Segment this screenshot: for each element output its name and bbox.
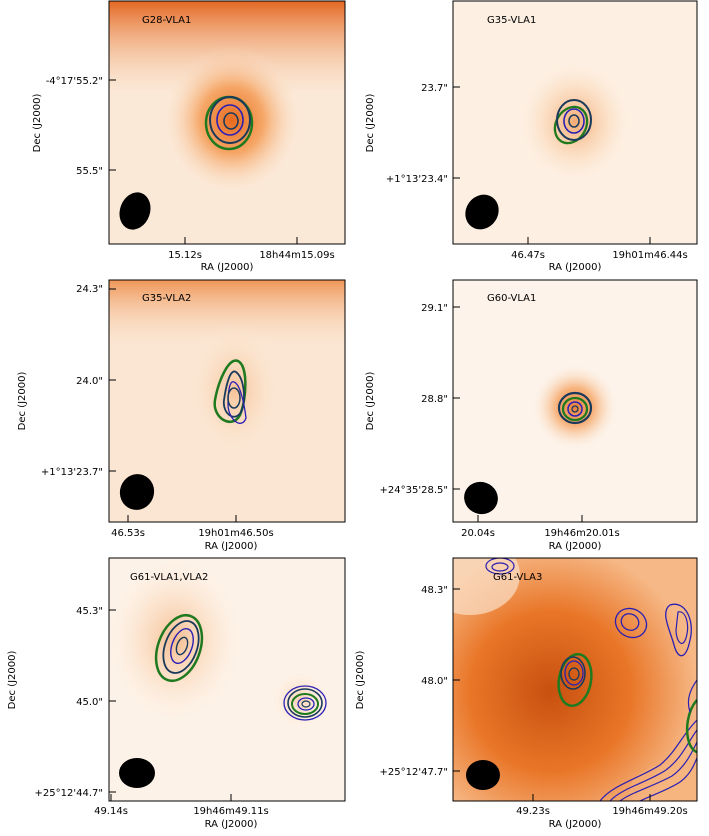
y-axis-label: Dec (J2000) bbox=[365, 372, 376, 431]
ytick-label: 55.5" bbox=[76, 166, 103, 177]
y-axis-label: Dec (J2000) bbox=[7, 651, 18, 710]
contours bbox=[213, 359, 247, 424]
ytick-label: 29.1" bbox=[421, 303, 448, 314]
contours bbox=[204, 95, 254, 151]
x-axis-label: RA (J2000) bbox=[205, 819, 258, 830]
x-axis-label: RA (J2000) bbox=[549, 541, 602, 552]
axes-frame bbox=[452, 279, 698, 523]
x-axis-label: RA (J2000) bbox=[205, 541, 258, 552]
axes-frame bbox=[108, 279, 346, 523]
xtick-label: 20.04s bbox=[461, 528, 495, 539]
beam-ellipse bbox=[466, 760, 500, 790]
panel-label: G35-VLA1 bbox=[487, 15, 536, 26]
x-axis-label: RA (J2000) bbox=[201, 262, 254, 273]
xtick-label: 15.12s bbox=[168, 250, 202, 261]
ytick-label: 48.3" bbox=[421, 585, 448, 596]
x-axis-label: RA (J2000) bbox=[549, 262, 602, 273]
xtick-label: 49.23s bbox=[516, 806, 550, 817]
y-axis-label: Dec (J2000) bbox=[32, 94, 43, 153]
beam-ellipse bbox=[464, 481, 498, 515]
y-axis-label: Dec (J2000) bbox=[365, 94, 376, 153]
panel-label: G60-VLA1 bbox=[487, 293, 536, 304]
heatmap-image bbox=[109, 558, 345, 801]
beam-ellipse bbox=[119, 474, 155, 510]
beam-ellipse bbox=[119, 192, 151, 230]
ytick-label: -4°17'55.2" bbox=[46, 76, 103, 87]
ytick-label: +25°12'47.7" bbox=[380, 767, 448, 778]
x-axis-label: RA (J2000) bbox=[549, 819, 602, 830]
ytick-label: +1°13'23.7" bbox=[41, 467, 103, 478]
heatmap-image bbox=[453, 558, 697, 801]
heatmap-image bbox=[453, 1, 697, 244]
axes-frame bbox=[108, 557, 346, 802]
xtick-label: 19h01m46.50s bbox=[198, 528, 273, 539]
panel-g35-vla1: G35-VLA1 23.7" +1°13'23.4" 46.47s 19h01m… bbox=[365, 0, 698, 273]
axes-frame bbox=[108, 0, 346, 245]
xtick-label: 46.53s bbox=[111, 528, 145, 539]
panel-g60-vla1: G60-VLA1 29.1" 28.8" +24°35'28.5" 20.04s… bbox=[365, 279, 698, 552]
panel-g61-vla1-vla2: G61-VLA1,VLA2 45.3" 45.0" +25°12'44.7" 4… bbox=[7, 557, 346, 830]
panel-label: G28-VLA1 bbox=[142, 15, 191, 26]
ytick-label: 24.3" bbox=[76, 284, 103, 295]
ytick-label: 48.0" bbox=[421, 676, 448, 687]
xtick-label: 19h46m20.01s bbox=[544, 528, 619, 539]
ytick-label: +25°12'44.7" bbox=[35, 788, 103, 799]
xtick-label: 19h01m46.44s bbox=[612, 250, 687, 261]
ytick-label: 24.0" bbox=[76, 376, 103, 387]
ytick-label: 45.0" bbox=[76, 697, 103, 708]
ytick-label: 45.3" bbox=[76, 606, 103, 617]
contours bbox=[557, 391, 593, 425]
xtick-label: 19h46m49.11s bbox=[193, 806, 268, 817]
panel-label: G61-VLA1,VLA2 bbox=[130, 572, 208, 583]
heatmap-image bbox=[453, 280, 697, 522]
panel-g28-vla1: G28-VLA1 -4°17'55.2" 55.5" 15.12s 18h44m… bbox=[32, 0, 346, 273]
contours bbox=[485, 558, 697, 801]
panel-g35-vla2: G35-VLA2 24.3" 24.0" +1°13'23.7" 46.53s … bbox=[17, 279, 346, 552]
xtick-label: 49.14s bbox=[94, 806, 128, 817]
contours bbox=[553, 99, 592, 145]
panel-label: G61-VLA3 bbox=[493, 572, 542, 583]
ytick-label: 23.7" bbox=[421, 83, 448, 94]
xtick-label: 18h44m15.09s bbox=[259, 250, 334, 261]
axes-frame bbox=[452, 0, 698, 245]
ytick-label: +24°35'28.5" bbox=[380, 485, 448, 496]
ytick-label: 28.8" bbox=[421, 394, 448, 405]
xtick-label: 46.47s bbox=[511, 250, 545, 261]
ytick-label: +1°13'23.4" bbox=[386, 174, 448, 185]
panel-g61-vla3: G61-VLA3 48.3" 48.0" +25°12'47.7" 49.23s… bbox=[355, 557, 698, 830]
y-axis-label: Dec (J2000) bbox=[355, 651, 366, 710]
contours bbox=[154, 614, 327, 721]
y-axis-label: Dec (J2000) bbox=[17, 372, 28, 431]
beam-ellipse bbox=[465, 194, 499, 230]
xtick-label: 19h46m49.20s bbox=[612, 806, 687, 817]
panel-label: G35-VLA2 bbox=[142, 293, 191, 304]
beam-ellipse bbox=[119, 758, 155, 788]
